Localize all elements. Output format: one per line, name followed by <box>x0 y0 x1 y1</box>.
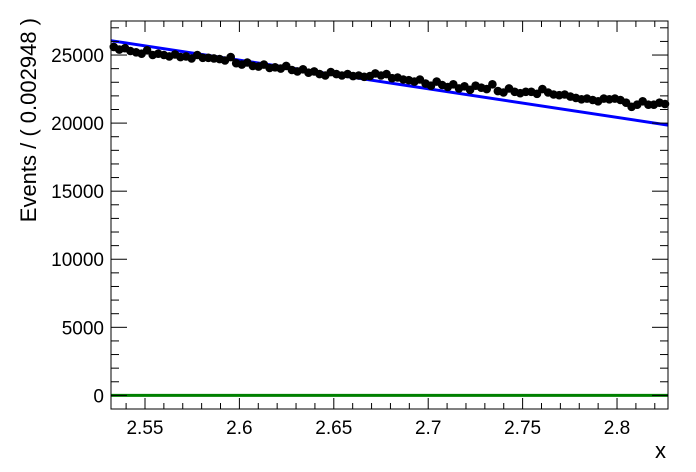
data-point <box>226 52 235 62</box>
x-tick-label: 2.8 <box>604 418 630 439</box>
data-point <box>488 80 497 89</box>
y-tick-label: 25000 <box>51 46 104 67</box>
x-tick-label: 2.75 <box>504 418 541 439</box>
data-point <box>482 84 492 94</box>
plot-frame <box>110 20 669 410</box>
data-layer <box>109 39 670 397</box>
data-point <box>660 99 670 109</box>
y-axis-label: Events / ( 0.002948 ) <box>16 18 41 222</box>
x-tick-label: 2.65 <box>315 418 352 439</box>
y-tick-label: 20000 <box>51 114 104 135</box>
x-tick-label: 2.55 <box>126 418 163 439</box>
y-axis-tick-labels: 0 5000 10000 15000 20000 25000 <box>51 46 104 407</box>
x-tick-label: 2.7 <box>415 418 441 439</box>
y-axis-ticks <box>111 27 668 410</box>
x-axis-ticks <box>125 21 656 409</box>
x-axis-tick-labels: 2.55 2.6 2.65 2.7 2.75 2.8 <box>126 418 630 439</box>
x-axis-label: x <box>655 438 666 463</box>
y-tick-label: 5000 <box>62 318 104 339</box>
y-tick-label: 15000 <box>51 182 104 203</box>
y-tick-label: 10000 <box>51 250 104 271</box>
x-tick-label: 2.6 <box>226 418 252 439</box>
y-tick-label: 0 <box>93 386 104 407</box>
